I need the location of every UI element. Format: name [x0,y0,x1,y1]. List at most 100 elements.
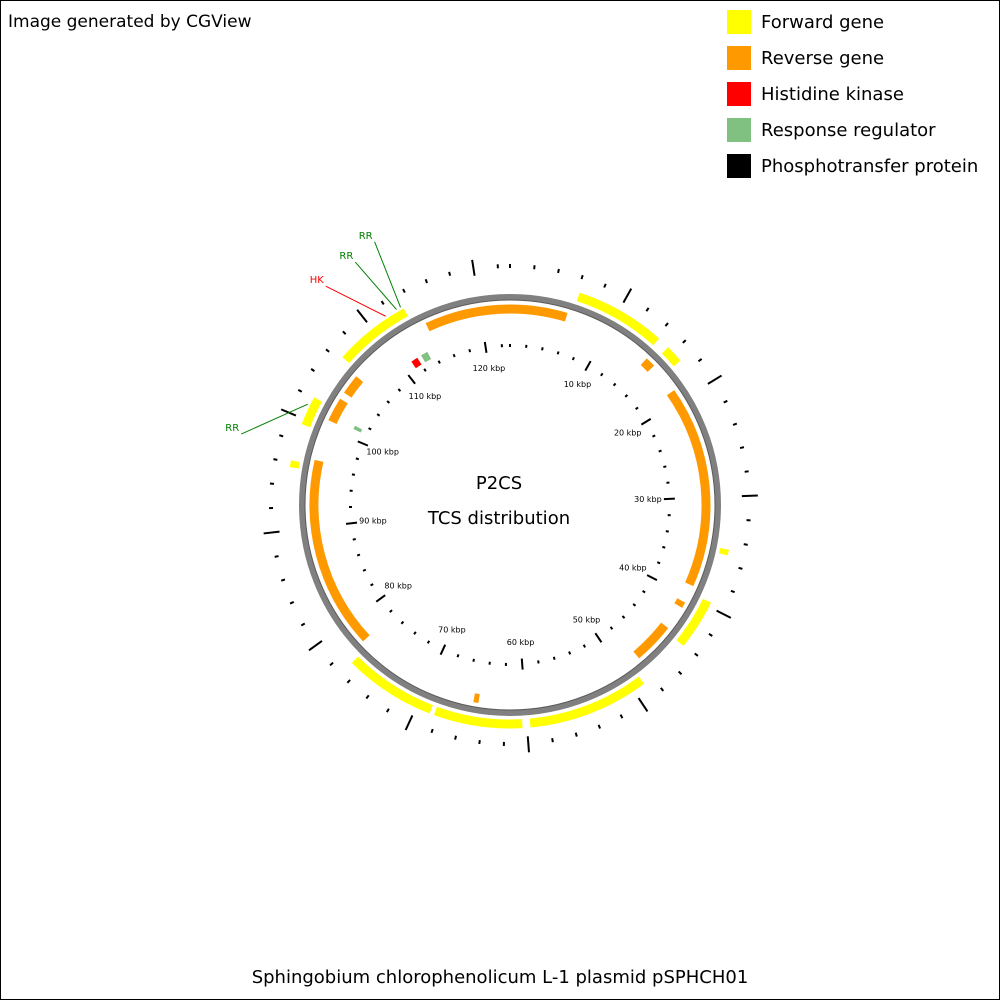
feature-arc [421,353,429,363]
outer-major-tick [263,530,280,535]
inner-major-tick [520,658,524,670]
feature-arc [718,547,729,556]
inner-minor-tick [368,427,372,431]
outer-minor-tick [280,578,286,582]
legend-label: Phosphotransfer protein [761,156,978,177]
outer-minor-tick [664,322,669,327]
outer-minor-tick [365,694,370,700]
inner-minor-tick [352,538,356,541]
tick-label: 30 kbp [634,495,662,504]
annotation-line [325,285,386,317]
outer-minor-tick [454,735,457,740]
inner-minor-tick [635,406,639,411]
feature-arc [509,304,568,322]
outer-major-tick [526,736,530,753]
inner-major-tick [640,418,652,426]
inner-minor-tick [609,626,614,630]
outer-minor-tick [424,278,428,284]
outer-minor-tick [708,632,713,637]
inner-minor-tick [568,651,572,655]
tick-label: 120 kbp [473,364,506,373]
feature-arc [676,598,712,646]
outer-major-tick [741,494,758,498]
outer-minor-tick [743,543,748,546]
outer-minor-tick [744,470,749,473]
inner-minor-tick [456,654,460,658]
legend-swatch [727,10,751,34]
inner-major-tick [357,440,369,447]
feature-arc [473,693,480,703]
legend-swatch [727,118,751,142]
feature-arc [342,308,409,364]
outer-major-tick [637,697,649,712]
inner-major-tick [483,341,488,353]
feature-arc [301,397,323,428]
inner-minor-tick [556,351,560,355]
outer-minor-tick [385,708,390,713]
center-text: TCS distribution [427,508,570,529]
outer-minor-tick [342,330,347,335]
inner-minor-tick [658,449,662,453]
tick-label: 100 kbp [366,447,399,456]
feature-arc [343,376,364,398]
legend-swatch [727,46,751,70]
tick-label: 50 kbp [573,615,601,624]
outer-minor-tick [310,368,315,372]
outer-major-tick [622,288,633,304]
annotation-label: RR [339,251,353,262]
outer-minor-tick [551,738,554,743]
outer-minor-tick [645,307,650,312]
inner-minor-tick [397,388,402,392]
feature-arc [353,425,363,433]
inner-major-tick [375,594,386,603]
inner-minor-tick [632,603,637,607]
legend-swatch [727,82,751,106]
inner-minor-tick [621,615,626,619]
inner-minor-tick [624,394,629,398]
annotation-line [240,403,308,435]
inner-minor-tick [663,465,667,469]
tick-label: 40 kbp [619,563,647,572]
inner-minor-tick [571,356,575,361]
inner-minor-tick [355,457,360,461]
outer-minor-tick [279,434,284,438]
tick-label: 20 kbp [614,428,642,437]
outer-minor-tick [380,300,385,305]
outer-minor-tick [603,283,607,288]
inner-major-tick [646,574,658,581]
tick-label: 70 kbp [438,626,466,635]
outer-minor-tick [329,661,334,667]
feature-arc [633,622,669,659]
outer-major-tick [716,609,732,619]
inner-minor-tick [582,644,586,648]
tick-label: 110 kbp [409,392,442,401]
inner-minor-tick [389,609,393,613]
inner-minor-tick [642,590,646,594]
annotation-line [374,241,401,308]
inner-minor-tick [426,640,431,644]
annotation-line [354,261,397,310]
outer-minor-tick [274,555,279,558]
inner-minor-tick [600,372,604,377]
inner-major-tick [345,521,358,525]
inner-minor-tick [468,348,472,353]
outer-minor-tick [557,268,560,274]
inner-minor-tick [370,583,374,587]
outer-minor-tick [597,724,602,729]
outer-minor-tick [273,458,278,461]
outer-major-tick [404,715,414,731]
backbone-edge [304,299,716,711]
legend-label: Forward gene [761,12,884,33]
outer-minor-tick [694,652,699,657]
inner-minor-tick [472,658,475,662]
outer-minor-tick [739,446,745,450]
map-title: Sphingobium chlorophenolicum L-1 plasmid… [252,967,749,988]
feature-arc [433,706,523,729]
outer-minor-tick [325,348,330,353]
feature-arc [640,358,655,372]
outer-major-tick [707,374,723,385]
inner-minor-tick [362,568,367,572]
outer-minor-tick [448,271,452,276]
outer-minor-tick [478,739,481,745]
outer-minor-tick [738,566,743,570]
